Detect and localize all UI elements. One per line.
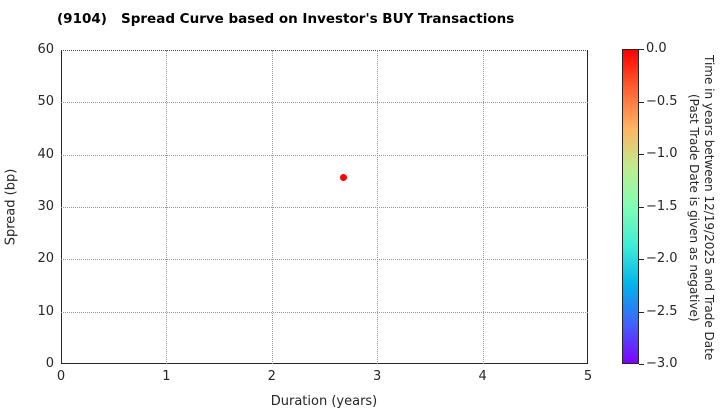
colorbar-label: Time in years between 12/19/2025 and Tra… (686, 50, 716, 365)
x-tick-label: 4 (478, 369, 487, 384)
x-tick-label: 5 (583, 369, 593, 384)
colorbar-tick-label: −0.5 (646, 93, 678, 109)
colorbar-tick (639, 49, 644, 50)
y-tick-label: 50 (37, 94, 54, 110)
colorbar-tick-label: −3.0 (646, 356, 678, 371)
colorbar-tick (639, 259, 644, 260)
colorbar-tick-label: −2.0 (646, 251, 678, 266)
h-gridline (61, 102, 588, 104)
h-gridline (61, 154, 588, 156)
scatter-point (339, 173, 347, 181)
h-gridline (61, 259, 588, 261)
colorbar-label-line2: (Past Trade Date is given as negative) (687, 93, 701, 322)
colorbar-tick (639, 311, 644, 313)
x-tick-label: 2 (267, 369, 276, 384)
colorbar-tick-label: −2.5 (646, 303, 678, 319)
y-tick-label: 20 (37, 251, 54, 267)
h-gridline (61, 207, 588, 208)
x-tick-label: 1 (162, 369, 171, 384)
colorbar-tick (639, 206, 644, 208)
chart-title: (9104) Spread Curve based on Investor's … (57, 11, 515, 27)
x-axis-label: Duration (years) (270, 394, 378, 409)
colorbar-tick (639, 101, 644, 103)
colorbar-tick-label: −1.0 (646, 146, 678, 161)
colorbar-tick (639, 364, 644, 365)
y-tick-label: 10 (37, 303, 54, 319)
colorbar-label-line1: Time in years between 12/19/2025 and Tra… (702, 54, 716, 361)
y-tick-label: 60 (37, 42, 54, 57)
y-tick-label: 0 (45, 356, 54, 371)
colorbar-tick-label: 0.0 (646, 41, 667, 56)
colorbar-tick (639, 154, 644, 155)
x-tick-label: 3 (373, 369, 382, 384)
y-tick-label: 40 (37, 146, 54, 162)
colorbar-tick-label: −1.5 (646, 198, 678, 214)
h-gridline (61, 311, 588, 313)
colorbar (622, 49, 639, 364)
y-tick-label: 30 (37, 199, 54, 214)
x-tick-label: 0 (56, 369, 66, 384)
